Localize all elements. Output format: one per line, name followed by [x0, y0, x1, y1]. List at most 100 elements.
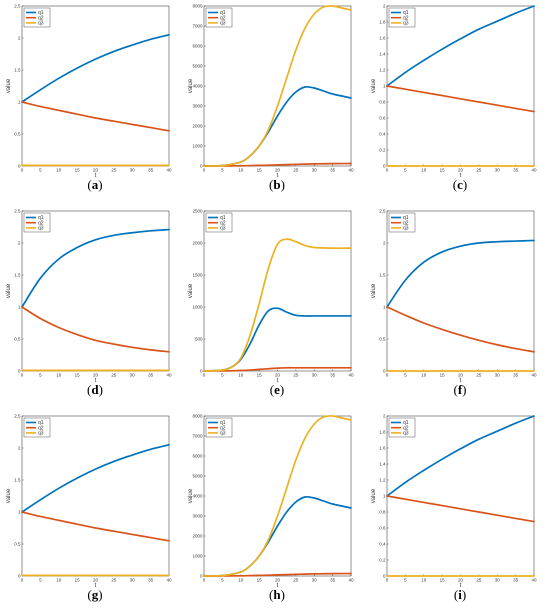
y-tick-label: 2.5	[14, 414, 21, 419]
x-axis-label: t	[277, 173, 279, 179]
y-tick-label: 5000	[192, 474, 203, 479]
series-line-q2	[21, 511, 170, 542]
legend-label: q2	[403, 15, 409, 21]
caption-paren-open: (	[87, 382, 92, 397]
y-tick-label: 2	[18, 36, 21, 41]
x-tick-label: 5	[404, 578, 407, 583]
y-tick-label: 1.6	[379, 446, 386, 451]
legend-label: q1	[220, 215, 226, 221]
legend-label: q2	[38, 15, 44, 21]
y-tick-label: 2	[383, 4, 386, 9]
x-axis-label: t	[95, 173, 97, 179]
series-line-q2	[21, 306, 170, 353]
x-tick-label: 30	[495, 578, 501, 583]
x-tick-label: 15	[75, 168, 81, 173]
y-tick-label: 1.8	[379, 430, 386, 435]
y-tick-label: 0.6	[379, 526, 386, 531]
y-tick-label: 4000	[192, 494, 203, 499]
y-tick-label: 5000	[192, 64, 203, 69]
chart-panel-h: 0 5 10 15 20 25 30 35 40 0 1000 2000 3000 4000 5000 600…	[187, 410, 367, 613]
caption-letter: h	[273, 587, 281, 602]
legend-label: q1	[38, 420, 44, 426]
x-tick-label: 40	[348, 578, 354, 583]
caption-paren-close: )	[279, 382, 285, 397]
plot-frame	[21, 5, 170, 167]
caption-paren-open: (	[87, 177, 92, 192]
x-tick-label: 0	[386, 578, 389, 583]
x-tick-label: 5	[39, 373, 42, 378]
legend-label: q3	[220, 21, 226, 27]
x-tick-label: 5	[221, 168, 224, 173]
y-tick-label: 2	[18, 446, 21, 451]
y-tick-label: 8000	[192, 4, 203, 9]
caption-paren-close: )	[462, 382, 467, 397]
x-tick-label: 25	[293, 373, 299, 378]
x-tick-label: 20	[458, 578, 464, 583]
y-tick-label: 1500	[192, 273, 203, 278]
caption-letter: g	[91, 587, 99, 602]
x-tick-label: 40	[531, 373, 537, 378]
x-tick-label: 20	[275, 373, 281, 378]
y-tick-label: 0	[18, 369, 21, 374]
x-tick-label: 35	[148, 578, 154, 583]
caption-paren-close: )	[98, 587, 103, 602]
series-line-q2	[203, 366, 352, 372]
x-tick-label: 20	[275, 578, 281, 583]
caption-paren-close: )	[280, 587, 285, 602]
y-tick-label: 0.5	[14, 337, 21, 342]
y-tick-label: 1000	[192, 144, 203, 149]
x-tick-label: 5	[39, 578, 42, 583]
x-axis-label: t	[95, 378, 97, 384]
x-tick-label: 0	[21, 373, 24, 378]
legend-label: q1	[38, 215, 44, 221]
x-axis-label: t	[277, 378, 279, 384]
series-line-q1	[21, 443, 170, 513]
y-tick-label: 0.2	[379, 148, 386, 153]
legend-label: q1	[38, 10, 44, 16]
caption-paren-close: )	[280, 177, 285, 192]
series-line-q3	[203, 5, 352, 167]
y-tick-label: 1.2	[379, 68, 386, 73]
y-tick-label: 1.4	[379, 52, 386, 57]
x-tick-label: 20	[93, 168, 99, 173]
y-tick-label: 1.5	[379, 273, 386, 278]
y-tick-label: 0.4	[379, 542, 386, 547]
legend-label: q2	[220, 220, 226, 226]
y-tick-label: 1	[383, 494, 386, 499]
caption-letter: b	[273, 177, 281, 192]
y-tick-label: 0.8	[379, 510, 386, 515]
x-tick-label: 0	[386, 373, 389, 378]
x-tick-label: 25	[293, 578, 299, 583]
y-tick-label: 2.5	[379, 209, 386, 214]
y-tick-label: 2500	[192, 209, 203, 214]
series-line-q1	[21, 33, 170, 103]
x-tick-label: 40	[166, 373, 172, 378]
y-tick-label: 0	[18, 574, 21, 579]
y-tick-label: 1.8	[379, 20, 386, 25]
caption-letter: d	[91, 382, 99, 397]
panel-caption: (h)	[187, 587, 367, 603]
series-line-q2	[21, 101, 170, 132]
x-axis-label: t	[277, 583, 279, 589]
y-tick-label: 6000	[192, 454, 203, 459]
caption-paren-close: )	[462, 177, 468, 192]
y-tick-label: 2	[383, 241, 386, 246]
series-line-q3	[203, 238, 352, 372]
x-tick-label: 5	[39, 168, 42, 173]
legend-label: q1	[403, 10, 409, 16]
x-tick-label: 30	[130, 578, 136, 583]
y-tick-label: 1	[383, 305, 386, 310]
series-line-q2	[386, 85, 535, 113]
panel-caption: (f)	[370, 382, 550, 398]
plot-frame	[21, 415, 170, 577]
panel-caption: (a)	[5, 177, 185, 193]
x-tick-label: 35	[513, 373, 519, 378]
chart-panel-b: 0 5 10 15 20 25 30 35 40 0 1000 2000 3000 4000 5000 600…	[187, 0, 367, 203]
y-tick-label: 0.8	[379, 100, 386, 105]
x-tick-label: 25	[293, 168, 299, 173]
plot-frame	[21, 210, 170, 372]
x-tick-label: 25	[111, 578, 117, 583]
panel-caption: (i)	[370, 587, 550, 603]
y-tick-label: 8000	[192, 414, 203, 419]
